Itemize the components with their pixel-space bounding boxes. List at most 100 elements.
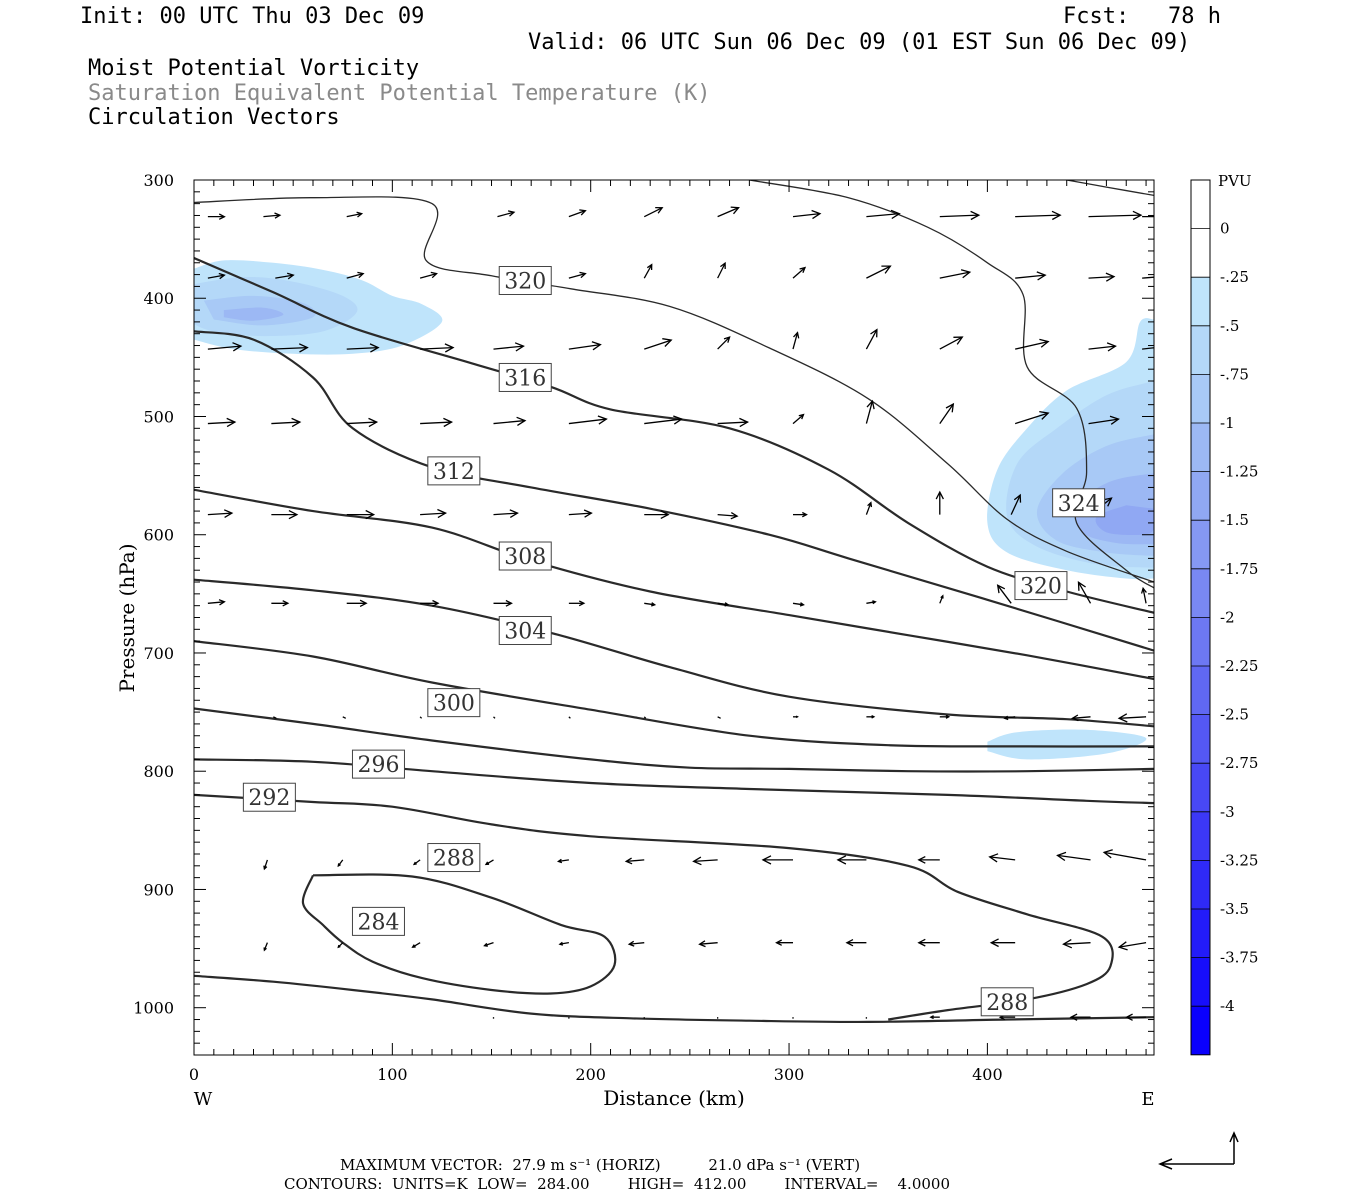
circulation-vector	[627, 940, 645, 947]
east-label: E	[1141, 1089, 1154, 1110]
circulation-vector	[717, 512, 739, 520]
colorbar-label: -.5	[1220, 317, 1239, 335]
colorbar-label: -1.75	[1220, 560, 1258, 578]
circulation-vector	[1015, 210, 1062, 221]
circulation-vector	[644, 510, 670, 519]
circulation-vector	[411, 942, 421, 948]
contour-320	[194, 196, 1154, 583]
colorbar-swatch	[1191, 1006, 1210, 1055]
contour-label-text: 288	[433, 847, 475, 872]
colorbar-label: -2.25	[1220, 657, 1258, 675]
circulation-vector	[1102, 849, 1147, 861]
colorbar-label: -3.75	[1220, 949, 1258, 967]
circulation-vector	[1088, 342, 1117, 352]
circulation-vector	[717, 261, 726, 279]
circulation-vector	[1088, 210, 1143, 221]
colorbar-label: -3.5	[1220, 900, 1249, 918]
circulation-vector	[988, 853, 1016, 863]
y-axis-label: Pressure (hPa)	[115, 544, 139, 693]
colorbar-swatch	[1191, 763, 1210, 812]
circulation-vector	[1117, 713, 1147, 723]
circulation-vector	[263, 942, 268, 952]
circulation-vector	[568, 509, 593, 518]
colorbar-label: -1.5	[1220, 511, 1249, 529]
circulation-vector	[497, 210, 516, 218]
reference-vector-icon	[1158, 1131, 1239, 1170]
circulation-vector	[644, 602, 657, 607]
circulation-vector	[273, 716, 277, 719]
contour-324	[749, 180, 1154, 589]
circulation-vector	[568, 600, 586, 607]
contour-label: 284	[351, 906, 405, 936]
x-tick-label: 100	[377, 1065, 408, 1084]
circulation-vector	[644, 415, 684, 425]
circulation-vector	[917, 856, 940, 864]
circulation-vector	[1069, 1013, 1091, 1021]
circulation-vector	[775, 939, 794, 946]
circulation-vector	[568, 415, 608, 425]
circulation-vector	[207, 417, 237, 428]
circulation-vector	[271, 343, 309, 353]
valid-time: Valid: 06 UTC Sun 06 Dec 09 (01 EST Sun …	[528, 30, 1191, 55]
colorbar-label: -2	[1220, 608, 1235, 626]
circulation-vector	[420, 599, 440, 607]
colorbar-swatch	[1191, 180, 1210, 229]
y-tick-label: 600	[143, 526, 174, 545]
contour-label-text: 324	[1058, 492, 1100, 517]
colorbar-swatch	[1191, 520, 1210, 569]
circulation-vector	[419, 271, 438, 279]
circulation-vector	[717, 602, 730, 607]
circulation-vector	[271, 417, 302, 428]
circulation-vector	[939, 402, 955, 424]
contour-label-text: 316	[504, 366, 546, 391]
colorbar-label: -.75	[1220, 365, 1249, 383]
contour-296	[194, 707, 1154, 773]
contour-label-layer: 320 316 312 308 304 300 296 292 288 284 288 324 320	[242, 266, 1106, 1017]
contour-328	[1066, 180, 1154, 197]
circulation-vector	[792, 602, 805, 607]
colorbar-label: -4	[1220, 997, 1235, 1015]
y-tick-label: 500	[143, 407, 174, 426]
y-tick-label: 1000	[133, 999, 174, 1018]
circulation-vector	[793, 715, 799, 719]
west-label: W	[194, 1089, 213, 1110]
circulation-vector	[643, 206, 664, 218]
contour-label-text: 320	[1020, 575, 1062, 600]
circulation-vector	[1088, 272, 1116, 282]
circulation-vector	[568, 271, 587, 279]
circulation-vector	[792, 266, 807, 279]
circulation-vector	[939, 210, 981, 221]
colorbar-swatch	[1191, 277, 1210, 326]
circulation-vector	[1071, 714, 1091, 722]
contour-label-text: 288	[986, 991, 1028, 1016]
circulation-vector	[935, 490, 944, 515]
circulation-vector	[207, 509, 234, 518]
circulation-vector	[793, 511, 808, 518]
cross-section-chart: 320 316 312 308 304 300 296 292 288 284 288 324320 …	[115, 171, 1258, 1110]
contour-label: 308	[498, 541, 552, 571]
contour-label: 324	[1052, 488, 1106, 518]
field-title-mpv: Moist Potential Vorticity	[88, 56, 420, 81]
colorbar-swatch	[1191, 228, 1210, 278]
circulation-vector	[1015, 271, 1047, 281]
circulation-vector	[996, 584, 1012, 604]
colorbar-swatch	[1191, 860, 1210, 909]
circulation-vector-layer	[207, 206, 1154, 1021]
circulation-vector	[643, 263, 653, 279]
x-tick-label: 200	[575, 1065, 606, 1084]
colorbar-swatch	[1191, 666, 1210, 715]
contour-292	[194, 758, 1154, 805]
colorbar-label: -1.25	[1220, 463, 1258, 481]
contour-label: 288	[427, 843, 481, 873]
colorbar-title: PVU	[1218, 172, 1252, 190]
circulation-vector	[271, 600, 290, 607]
circulation-vector	[493, 342, 525, 352]
x-axis-label: Distance (km)	[603, 1086, 745, 1110]
circulation-vector	[337, 859, 344, 868]
pv-colorbar: 0 -.25 -.5 -.75 -1 -1.25 -1.5 -1.75 -2 -2.25 -2.5 -…	[1190, 179, 1258, 1056]
circulation-vector	[346, 343, 380, 353]
circulation-vector	[346, 211, 364, 218]
circulation-vector	[624, 857, 645, 865]
contour-312	[194, 330, 1154, 652]
contour-info-note: CONTOURS: UNITS=K LOW= 284.00 HIGH= 412.…	[284, 1175, 950, 1193]
